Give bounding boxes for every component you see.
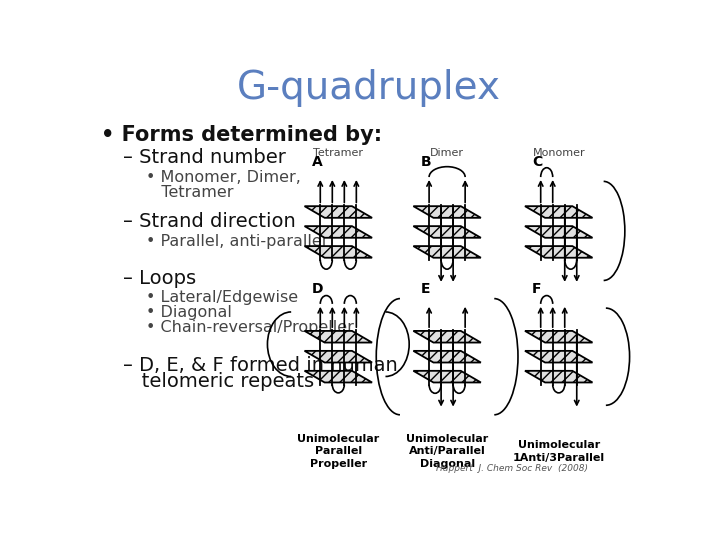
Text: • Chain-reversal/Propeller: • Chain-reversal/Propeller: [145, 320, 354, 335]
Polygon shape: [305, 331, 372, 342]
Polygon shape: [305, 351, 372, 362]
Polygon shape: [525, 351, 593, 362]
Polygon shape: [413, 331, 481, 342]
Text: Unimolecular
1Anti/3Parallel: Unimolecular 1Anti/3Parallel: [513, 440, 605, 463]
Polygon shape: [525, 331, 593, 342]
Text: Unimolecular
Anti/Parallel
Diagonal: Unimolecular Anti/Parallel Diagonal: [406, 434, 488, 469]
Text: • Diagonal: • Diagonal: [145, 305, 232, 320]
Text: B: B: [420, 155, 431, 168]
Text: Tetramer: Tetramer: [145, 185, 233, 200]
Text: Tetramer: Tetramer: [313, 148, 364, 158]
Polygon shape: [413, 246, 481, 258]
Text: C: C: [532, 155, 542, 168]
Text: • Lateral/Edgewise: • Lateral/Edgewise: [145, 290, 298, 305]
Text: • Monomer, Dimer,: • Monomer, Dimer,: [145, 170, 301, 185]
Text: Dimer: Dimer: [430, 148, 464, 158]
Text: • Parallel, anti-parallel: • Parallel, anti-parallel: [145, 234, 326, 249]
Text: A: A: [312, 155, 323, 168]
Text: • Forms determined by:: • Forms determined by:: [101, 125, 382, 145]
Polygon shape: [413, 371, 481, 382]
Text: Monomer: Monomer: [532, 148, 585, 158]
Polygon shape: [305, 206, 372, 218]
Text: Huppert  J. Chem Soc Rev  (2008): Huppert J. Chem Soc Rev (2008): [436, 464, 588, 473]
Text: – Loops: – Loops: [124, 268, 197, 287]
Polygon shape: [413, 226, 481, 238]
Polygon shape: [525, 226, 593, 238]
Polygon shape: [413, 351, 481, 362]
Text: – D, E, & F formed in human: – D, E, & F formed in human: [124, 356, 398, 375]
Text: – Strand number: – Strand number: [124, 148, 287, 167]
Text: F: F: [532, 281, 541, 295]
Text: Unimolecular
Parallel
Propeller: Unimolecular Parallel Propeller: [297, 434, 379, 469]
Polygon shape: [525, 371, 593, 382]
Polygon shape: [305, 226, 372, 238]
Polygon shape: [413, 206, 481, 218]
Text: G-quadruplex: G-quadruplex: [237, 69, 501, 107]
Polygon shape: [525, 246, 593, 258]
Text: D: D: [312, 281, 323, 295]
Polygon shape: [525, 206, 593, 218]
Polygon shape: [305, 246, 372, 258]
Text: – Strand direction: – Strand direction: [124, 212, 296, 232]
Text: E: E: [420, 281, 430, 295]
Polygon shape: [305, 371, 372, 382]
Text: telomeric repeats: telomeric repeats: [124, 372, 315, 390]
